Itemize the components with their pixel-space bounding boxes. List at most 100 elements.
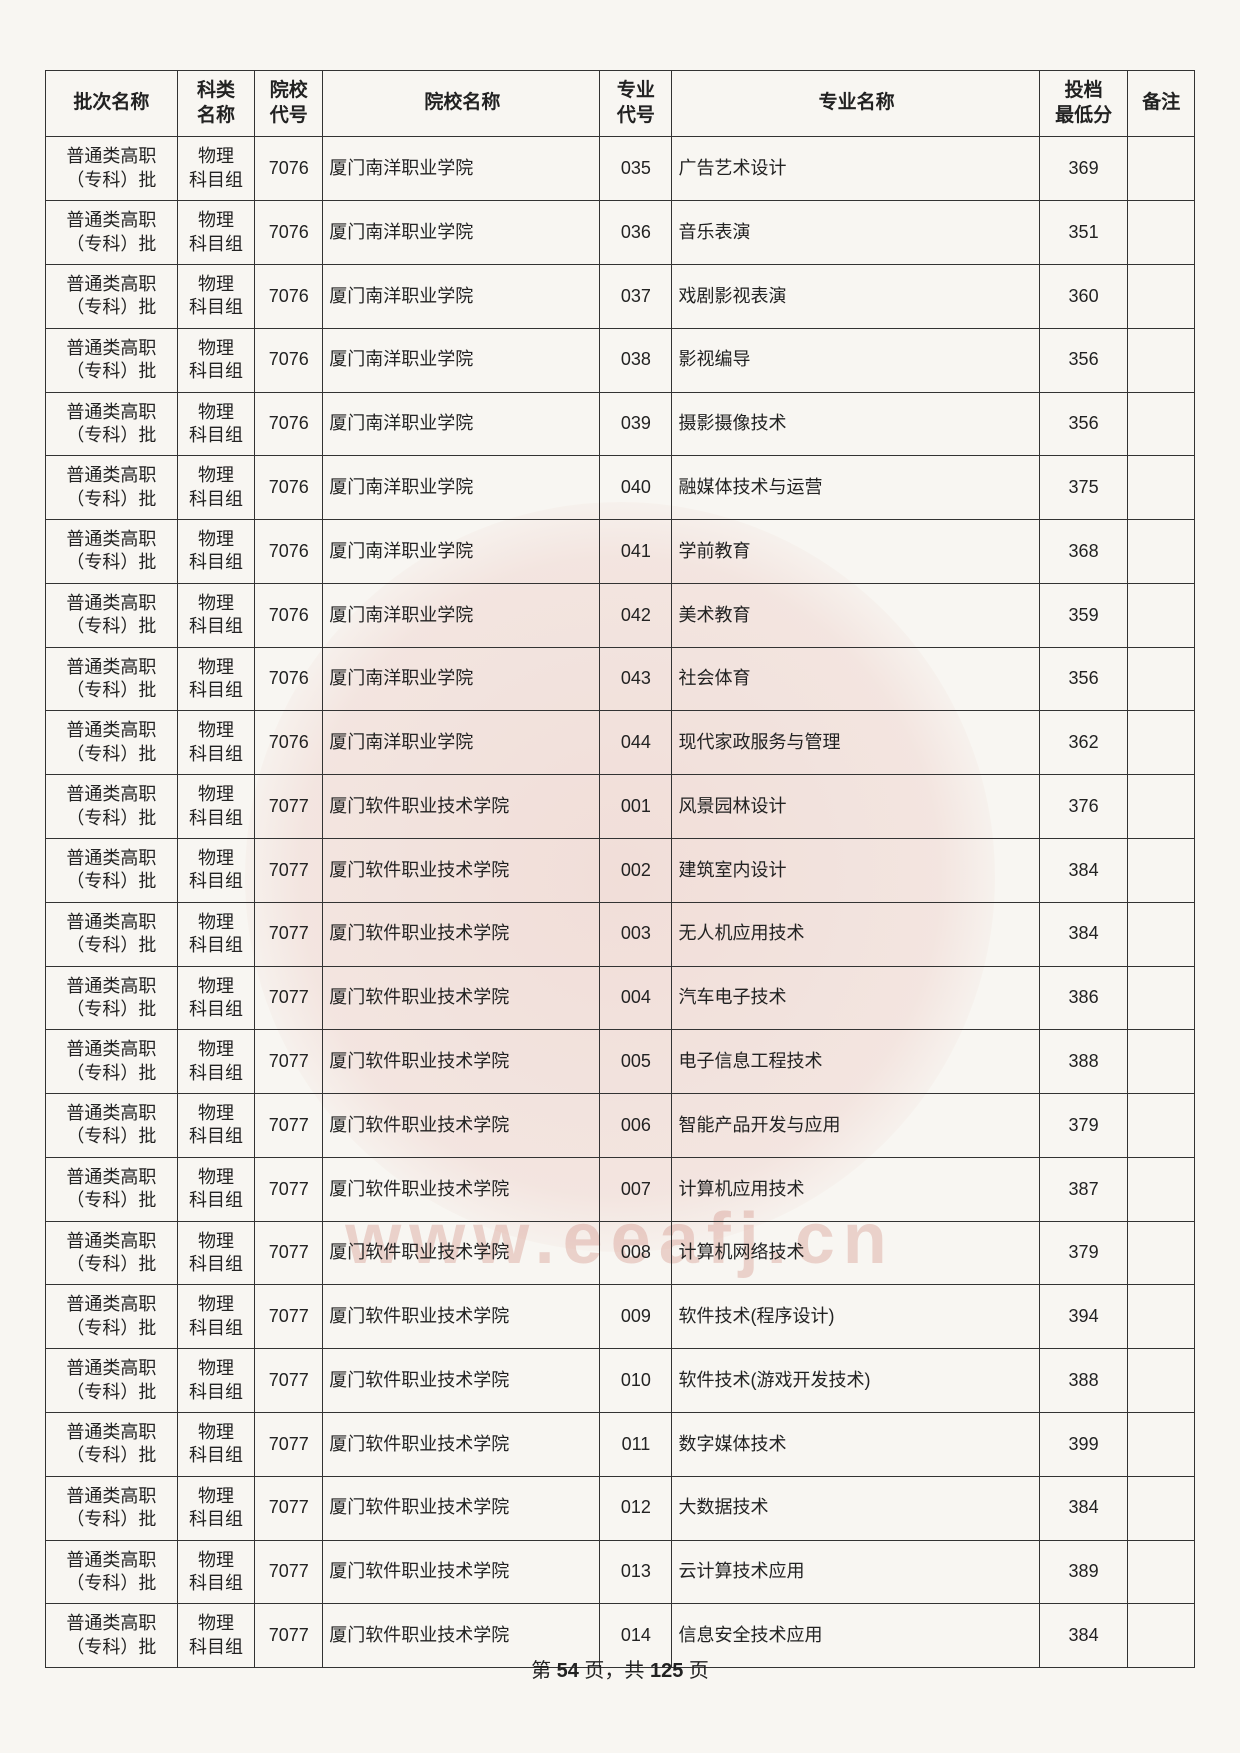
cell-subject: 物理科目组 <box>177 711 255 775</box>
cell-schoolCode: 7077 <box>255 1476 323 1540</box>
table-row: 普通类高职（专科）批物理科目组7077厦门软件职业技术学院013云计算技术应用3… <box>46 1540 1195 1604</box>
cell-majorName: 建筑室内设计 <box>672 838 1039 902</box>
cell-schoolCode: 7076 <box>255 392 323 456</box>
cell-remark <box>1128 392 1195 456</box>
cell-batch: 普通类高职（专科）批 <box>46 1476 178 1540</box>
cell-schoolCode: 7077 <box>255 966 323 1030</box>
table-row: 普通类高职（专科）批物理科目组7076厦门南洋职业学院042美术教育359 <box>46 583 1195 647</box>
header-schoolCode: 院校代号 <box>255 71 323 137</box>
cell-score: 386 <box>1039 966 1128 1030</box>
cell-batch: 普通类高职（专科）批 <box>46 1413 178 1477</box>
pager-mid: 页，共 <box>579 1660 650 1682</box>
table-row: 普通类高职（专科）批物理科目组7077厦门软件职业技术学院012大数据技术384 <box>46 1476 1195 1540</box>
cell-majorCode: 037 <box>600 264 672 328</box>
cell-batch: 普通类高职（专科）批 <box>46 775 178 839</box>
cell-remark <box>1128 328 1195 392</box>
header-majorCode: 专业代号 <box>600 71 672 137</box>
cell-majorName: 社会体育 <box>672 647 1039 711</box>
table-row: 普通类高职（专科）批物理科目组7076厦门南洋职业学院041学前教育368 <box>46 520 1195 584</box>
table-row: 普通类高职（专科）批物理科目组7076厦门南洋职业学院038影视编导356 <box>46 328 1195 392</box>
cell-schoolCode: 7076 <box>255 456 323 520</box>
cell-batch: 普通类高职（专科）批 <box>46 966 178 1030</box>
table-row: 普通类高职（专科）批物理科目组7077厦门软件职业技术学院002建筑室内设计38… <box>46 838 1195 902</box>
table-row: 普通类高职（专科）批物理科目组7076厦门南洋职业学院036音乐表演351 <box>46 201 1195 265</box>
cell-majorCode: 007 <box>600 1157 672 1221</box>
pager-prefix: 第 <box>531 1660 557 1682</box>
cell-subject: 物理科目组 <box>177 1540 255 1604</box>
cell-schoolName: 厦门南洋职业学院 <box>323 456 600 520</box>
table-row: 普通类高职（专科）批物理科目组7077厦门软件职业技术学院011数字媒体技术39… <box>46 1413 1195 1477</box>
cell-subject: 物理科目组 <box>177 838 255 902</box>
cell-remark <box>1128 1221 1195 1285</box>
cell-majorName: 摄影摄像技术 <box>672 392 1039 456</box>
cell-schoolName: 厦门南洋职业学院 <box>323 328 600 392</box>
table-row: 普通类高职（专科）批物理科目组7076厦门南洋职业学院044现代家政服务与管理3… <box>46 711 1195 775</box>
cell-majorName: 云计算技术应用 <box>672 1540 1039 1604</box>
cell-remark <box>1128 711 1195 775</box>
cell-schoolCode: 7077 <box>255 1285 323 1349</box>
cell-remark <box>1128 520 1195 584</box>
cell-schoolName: 厦门南洋职业学院 <box>323 137 600 201</box>
cell-majorName: 计算机网络技术 <box>672 1221 1039 1285</box>
cell-schoolCode: 7076 <box>255 137 323 201</box>
cell-majorCode: 008 <box>600 1221 672 1285</box>
cell-subject: 物理科目组 <box>177 1094 255 1158</box>
cell-subject: 物理科目组 <box>177 520 255 584</box>
cell-schoolCode: 7077 <box>255 1413 323 1477</box>
cell-schoolName: 厦门南洋职业学院 <box>323 583 600 647</box>
cell-schoolName: 厦门软件职业技术学院 <box>323 1349 600 1413</box>
table-body: 普通类高职（专科）批物理科目组7076厦门南洋职业学院035广告艺术设计369普… <box>46 137 1195 1668</box>
cell-majorCode: 001 <box>600 775 672 839</box>
cell-score: 362 <box>1039 711 1128 775</box>
cell-schoolCode: 7076 <box>255 647 323 711</box>
header-remark: 备注 <box>1128 71 1195 137</box>
cell-remark <box>1128 1157 1195 1221</box>
cell-majorCode: 012 <box>600 1476 672 1540</box>
cell-schoolCode: 7077 <box>255 1157 323 1221</box>
cell-majorCode: 035 <box>600 137 672 201</box>
cell-batch: 普通类高职（专科）批 <box>46 1030 178 1094</box>
cell-majorName: 无人机应用技术 <box>672 902 1039 966</box>
cell-majorName: 软件技术(游戏开发技术) <box>672 1349 1039 1413</box>
cell-batch: 普通类高职（专科）批 <box>46 1157 178 1221</box>
cell-schoolName: 厦门软件职业技术学院 <box>323 1157 600 1221</box>
cell-schoolCode: 7077 <box>255 775 323 839</box>
cell-subject: 物理科目组 <box>177 1285 255 1349</box>
cell-majorName: 风景园林设计 <box>672 775 1039 839</box>
cell-schoolCode: 7077 <box>255 1540 323 1604</box>
header-majorName: 专业名称 <box>672 71 1039 137</box>
cell-score: 368 <box>1039 520 1128 584</box>
table-row: 普通类高职（专科）批物理科目组7077厦门软件职业技术学院009软件技术(程序设… <box>46 1285 1195 1349</box>
cell-remark <box>1128 264 1195 328</box>
cell-schoolCode: 7077 <box>255 902 323 966</box>
cell-subject: 物理科目组 <box>177 966 255 1030</box>
cell-remark <box>1128 1349 1195 1413</box>
cell-schoolCode: 7077 <box>255 1030 323 1094</box>
admission-score-table: 批次名称科类名称院校代号院校名称专业代号专业名称投档最低分备注 普通类高职（专科… <box>45 70 1195 1668</box>
cell-majorCode: 003 <box>600 902 672 966</box>
cell-majorName: 美术教育 <box>672 583 1039 647</box>
cell-remark <box>1128 1285 1195 1349</box>
cell-batch: 普通类高职（专科）批 <box>46 583 178 647</box>
cell-majorCode: 042 <box>600 583 672 647</box>
cell-batch: 普通类高职（专科）批 <box>46 201 178 265</box>
cell-batch: 普通类高职（专科）批 <box>46 392 178 456</box>
table-row: 普通类高职（专科）批物理科目组7077厦门软件职业技术学院010软件技术(游戏开… <box>46 1349 1195 1413</box>
cell-remark <box>1128 1030 1195 1094</box>
cell-subject: 物理科目组 <box>177 902 255 966</box>
cell-schoolCode: 7076 <box>255 264 323 328</box>
cell-batch: 普通类高职（专科）批 <box>46 711 178 775</box>
cell-score: 356 <box>1039 392 1128 456</box>
cell-majorName: 广告艺术设计 <box>672 137 1039 201</box>
cell-subject: 物理科目组 <box>177 775 255 839</box>
page-indicator: 第 54 页，共 125 页 <box>0 1654 1240 1683</box>
cell-score: 379 <box>1039 1221 1128 1285</box>
cell-subject: 物理科目组 <box>177 456 255 520</box>
cell-batch: 普通类高职（专科）批 <box>46 1349 178 1413</box>
table-header: 批次名称科类名称院校代号院校名称专业代号专业名称投档最低分备注 <box>46 71 1195 137</box>
cell-batch: 普通类高职（专科）批 <box>46 520 178 584</box>
table-row: 普通类高职（专科）批物理科目组7077厦门软件职业技术学院006智能产品开发与应… <box>46 1094 1195 1158</box>
cell-batch: 普通类高职（专科）批 <box>46 328 178 392</box>
table-row: 普通类高职（专科）批物理科目组7076厦门南洋职业学院040融媒体技术与运营37… <box>46 456 1195 520</box>
cell-remark <box>1128 838 1195 902</box>
